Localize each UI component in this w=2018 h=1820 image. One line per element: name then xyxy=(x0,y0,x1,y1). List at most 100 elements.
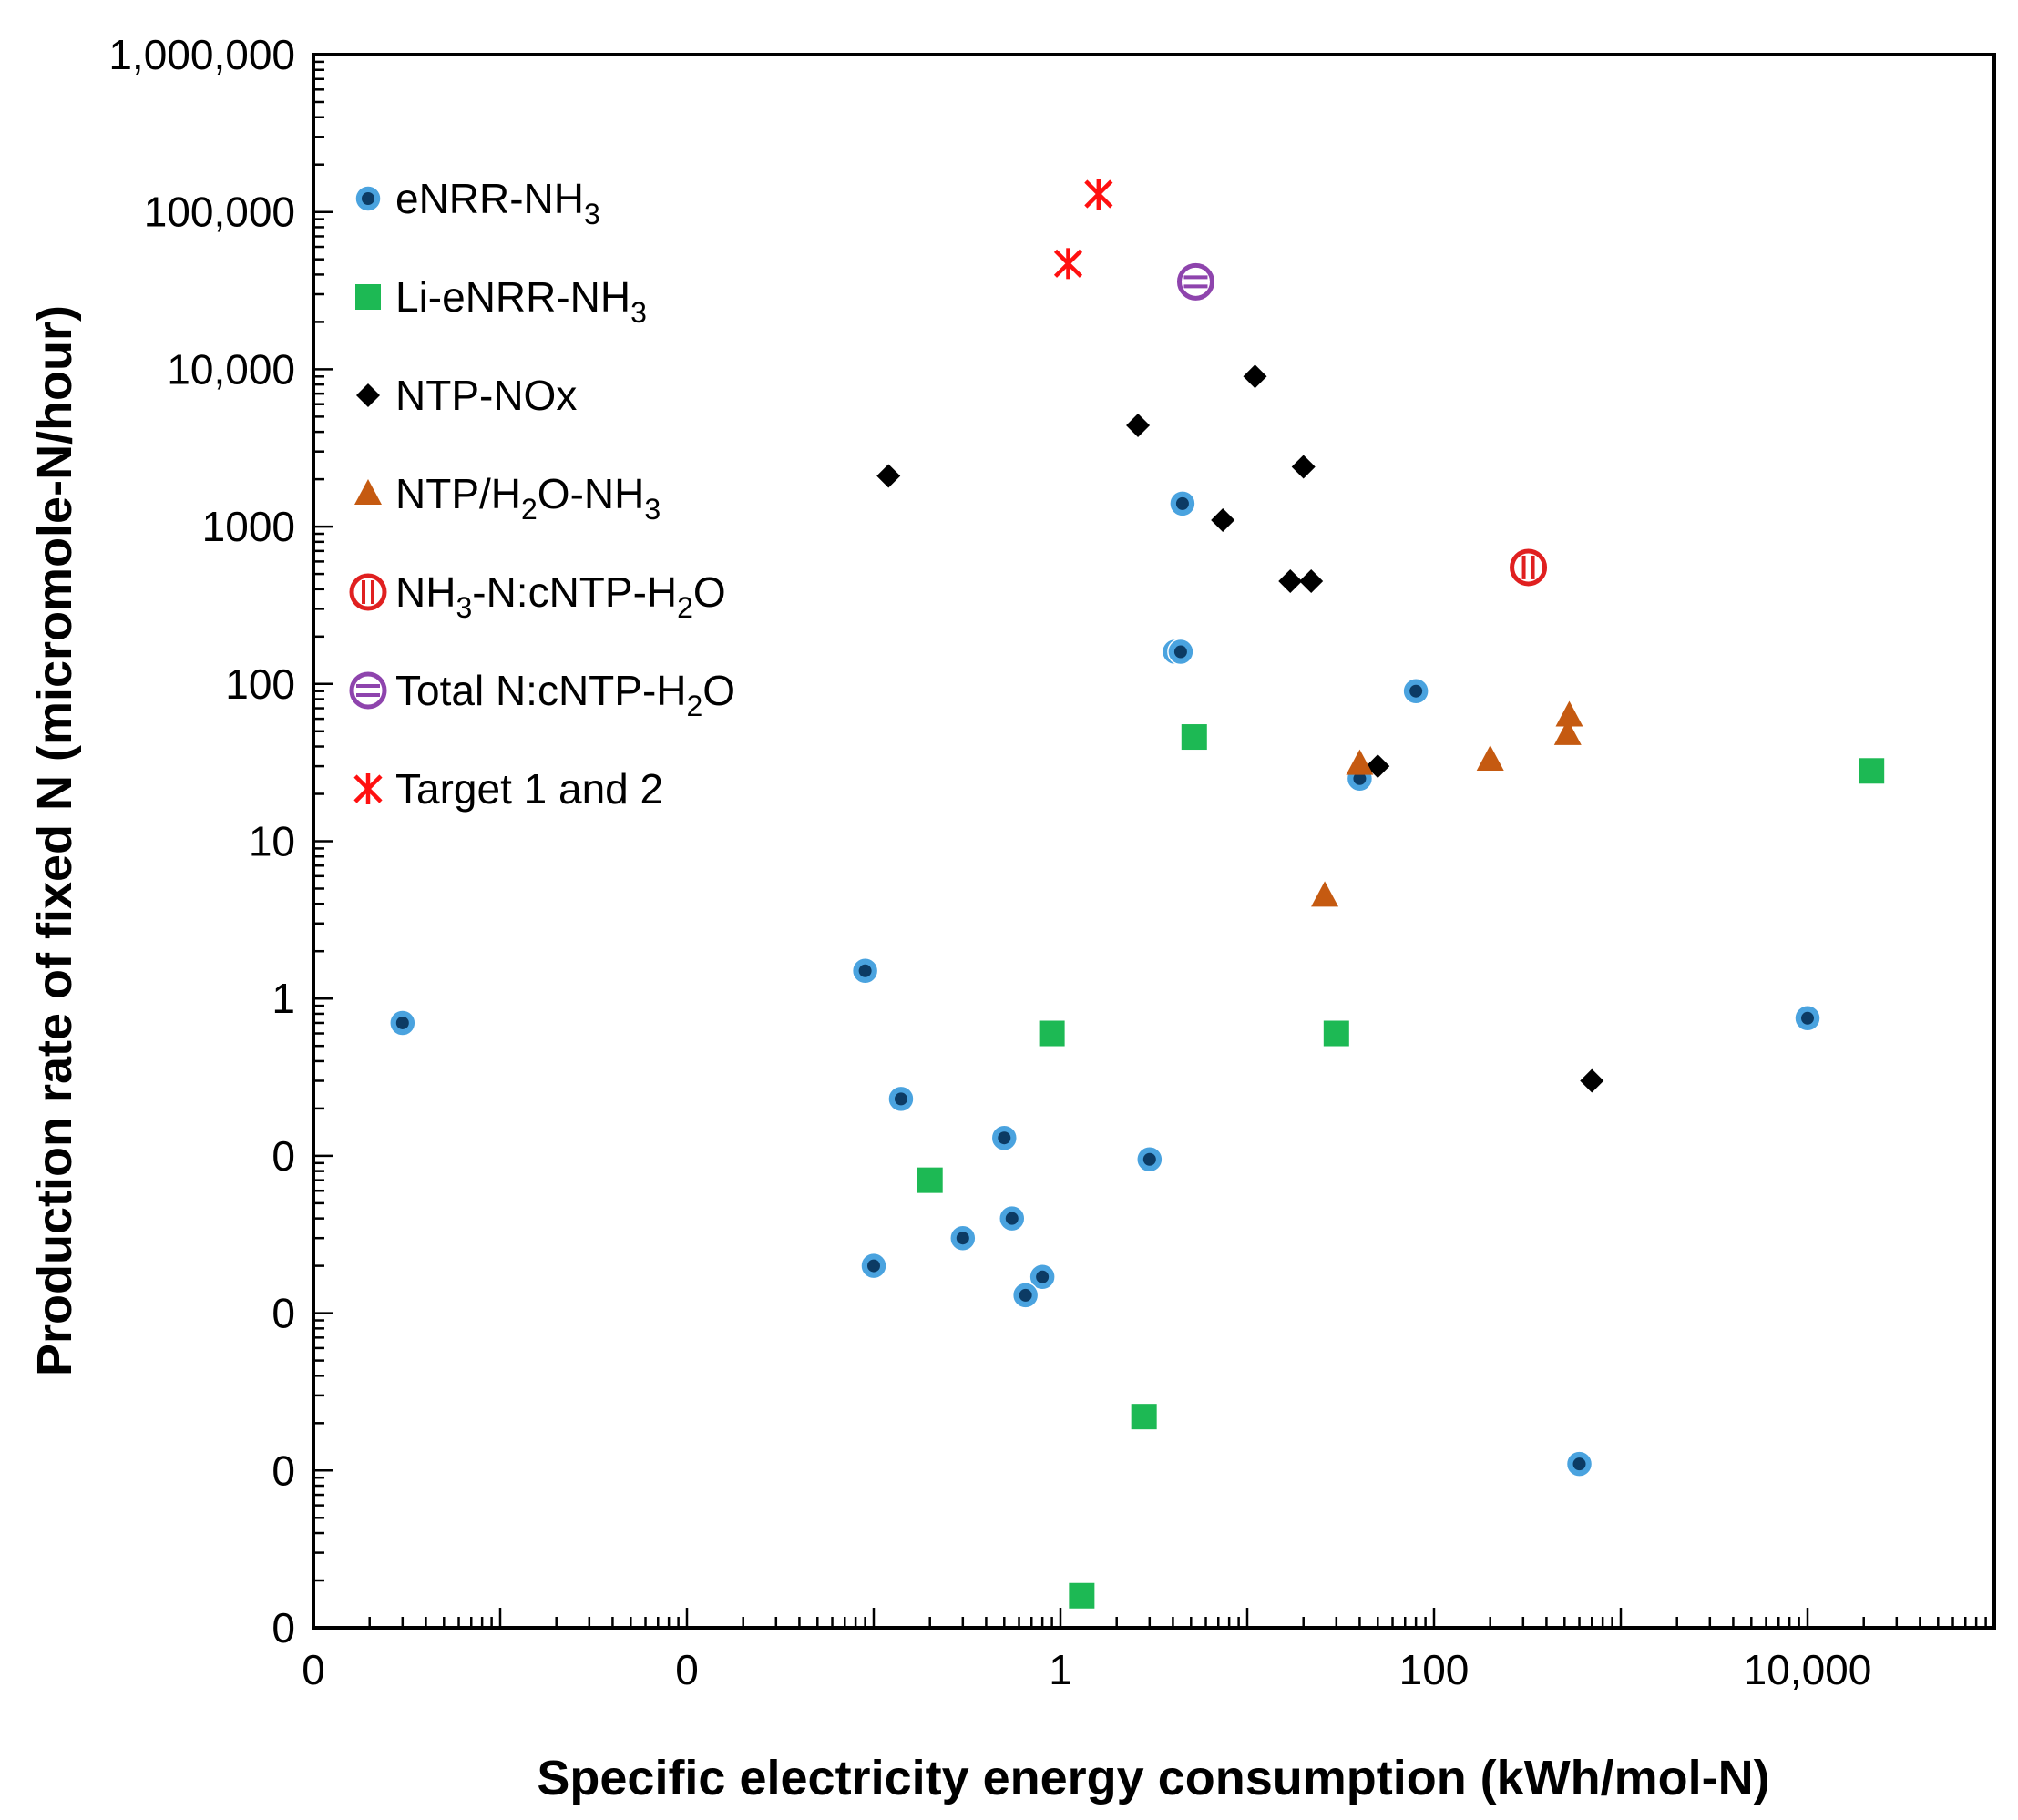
legend-text: NTP/H xyxy=(395,470,521,517)
marker-dot xyxy=(1409,684,1423,698)
y-tick-label: 100,000 xyxy=(144,189,295,236)
x-tick-label: 0 xyxy=(302,1646,325,1693)
marker-square xyxy=(1181,724,1207,751)
marker-triangle xyxy=(1555,700,1583,727)
legend-item: eNRR-NH3 xyxy=(354,175,600,230)
y-tick-label: 1000 xyxy=(202,503,295,550)
legend-label: NTP-NOx xyxy=(395,372,577,419)
data-point xyxy=(887,1085,915,1113)
y-tick-label: 0 xyxy=(271,1447,295,1494)
marker-dot xyxy=(362,192,374,205)
data-point xyxy=(1053,248,1083,280)
data-point xyxy=(1580,1068,1604,1093)
y-tick-label: 0 xyxy=(271,1132,295,1180)
legend-label: NTP/H2O-NH3 xyxy=(395,470,661,526)
data-point xyxy=(1476,744,1504,771)
y-tick-label: 10,000 xyxy=(167,345,295,393)
marker-square xyxy=(355,284,381,310)
marker-dot xyxy=(1173,645,1187,659)
y-tick-label: 1 xyxy=(271,975,295,1022)
legend-marker xyxy=(354,185,382,212)
x-tick-label: 10,000 xyxy=(1744,1646,1872,1693)
data-point xyxy=(1555,700,1583,727)
marker-square xyxy=(1859,758,1885,784)
marker-triangle xyxy=(1553,719,1582,745)
legend-subscript: 3 xyxy=(644,493,661,526)
series-enrr-nh3 xyxy=(389,490,1821,1477)
data-point xyxy=(1291,455,1316,479)
legend-text: Total N:cNTP-H xyxy=(395,667,686,714)
data-point xyxy=(1039,1020,1065,1047)
data-points xyxy=(389,179,1885,1609)
legend-item: NH3-N:cNTP-H2O xyxy=(349,568,726,624)
data-point xyxy=(1402,677,1429,705)
legend-marker xyxy=(349,671,387,710)
series-li-enrr-nh3 xyxy=(917,724,1885,1609)
x-tick-label: 0 xyxy=(675,1646,699,1693)
marker-circle xyxy=(349,573,387,611)
x-axis: 0 0 1 100 10,000 xyxy=(302,1608,1987,1693)
data-point xyxy=(1131,1404,1157,1430)
marker-diamond xyxy=(1299,568,1324,593)
legend-subscript: 2 xyxy=(677,591,693,624)
data-point xyxy=(1167,638,1194,666)
y-tick-label: 100 xyxy=(225,660,295,708)
legend-text: Target 1 and 2 xyxy=(395,765,663,813)
legend-marker xyxy=(349,573,387,611)
legend-subscript: 3 xyxy=(630,296,647,329)
legend-label: NH3-N:cNTP-H2O xyxy=(395,568,726,624)
data-point xyxy=(1323,1020,1349,1047)
legend-text: O-NH xyxy=(538,470,645,517)
legend-item: Total N:cNTP-H2O xyxy=(349,667,735,722)
marker-dot xyxy=(858,964,872,977)
marker-triangle xyxy=(1346,749,1374,775)
marker-diamond xyxy=(1126,413,1151,437)
y-axis: 0 0 0 0 1 10 100 1000 10,000 100,000 1,000,000 xyxy=(108,31,333,1651)
data-point xyxy=(876,464,901,488)
series-ntp-nox xyxy=(876,364,1604,1093)
legend-subscript: 2 xyxy=(521,493,538,526)
legend-subscript: 2 xyxy=(686,690,702,722)
series-total-n-cntp-h2o xyxy=(1176,262,1214,301)
y-axis-title: Production rate of fixed N (micromole-N/… xyxy=(27,305,82,1376)
marker-diamond xyxy=(1580,1068,1604,1093)
legend-marker xyxy=(355,284,381,310)
marker-dot xyxy=(894,1092,907,1106)
data-point xyxy=(1794,1005,1821,1032)
marker-diamond xyxy=(1211,507,1235,532)
marker-dot xyxy=(1175,496,1189,510)
marker-diamond xyxy=(876,464,901,488)
legend-text: -N:cNTP-H xyxy=(472,568,677,616)
data-point xyxy=(1859,758,1885,784)
data-point xyxy=(1169,490,1196,517)
legend-label: eNRR-NH3 xyxy=(395,175,600,230)
data-point xyxy=(1299,568,1324,593)
data-point xyxy=(1311,881,1339,907)
marker-dot xyxy=(1353,772,1367,785)
marker-dot xyxy=(1005,1212,1019,1225)
marker-triangle xyxy=(1311,881,1339,907)
marker-dot xyxy=(1801,1011,1814,1025)
data-point xyxy=(1510,548,1548,587)
marker-square xyxy=(1323,1020,1349,1047)
data-point xyxy=(949,1224,977,1252)
data-point xyxy=(1176,262,1214,301)
marker-circle xyxy=(1176,262,1214,301)
marker-diamond xyxy=(1291,455,1316,479)
marker-dot xyxy=(1019,1288,1032,1302)
marker-triangle xyxy=(1476,744,1504,771)
legend-text: O xyxy=(693,568,726,616)
series-nh3-n-cntp-h2o xyxy=(1510,548,1548,587)
marker-dot xyxy=(1572,1457,1586,1471)
marker-square xyxy=(1069,1582,1095,1609)
marker-dot xyxy=(956,1232,969,1245)
data-point xyxy=(1243,364,1267,389)
legend-label: Target 1 and 2 xyxy=(395,765,663,813)
marker-diamond xyxy=(1278,568,1303,593)
marker-square xyxy=(1131,1404,1157,1430)
legend-item: NTP-NOx xyxy=(356,372,577,419)
data-point xyxy=(999,1204,1026,1232)
marker-dot xyxy=(1142,1152,1156,1166)
legend: eNRR-NH3Li-eNRR-NH3NTP-NOxNTP/H2O-NH3NH3… xyxy=(349,175,735,813)
marker-dot xyxy=(867,1259,880,1273)
